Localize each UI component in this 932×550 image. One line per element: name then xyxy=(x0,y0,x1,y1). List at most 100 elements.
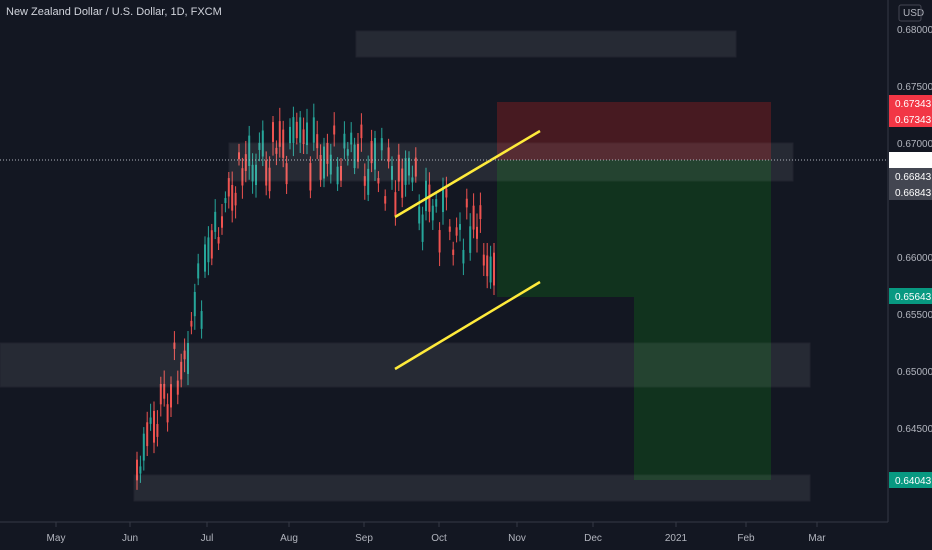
candle-body xyxy=(289,126,291,144)
candle-body xyxy=(486,255,489,277)
currency-box xyxy=(898,4,922,22)
resistance-box-top xyxy=(355,30,737,58)
candle-body xyxy=(312,117,315,143)
candle-body xyxy=(493,252,495,286)
candle-body xyxy=(374,138,376,170)
candle-body xyxy=(197,263,200,279)
y-tick-label: 0.65000 xyxy=(897,367,932,378)
price-badge-label: 0.65643 xyxy=(895,292,932,303)
candle-body xyxy=(183,350,186,360)
candle-body xyxy=(187,343,189,374)
price-badge-label: 0.67343 xyxy=(895,115,932,126)
candle-body xyxy=(438,230,441,253)
candle-body xyxy=(210,230,213,259)
stop-loss-zone xyxy=(497,102,771,160)
candle-body xyxy=(217,237,220,244)
candle-body xyxy=(428,184,431,212)
candle-body xyxy=(139,466,142,474)
candle-body xyxy=(431,205,434,221)
y-tick-label: 0.67500 xyxy=(897,82,932,93)
y-tick-label: 0.66000 xyxy=(897,253,932,264)
candle-body xyxy=(272,122,274,142)
y-tick-label: 0.64500 xyxy=(897,424,932,435)
candle-body xyxy=(469,226,472,253)
candle-body xyxy=(476,226,478,239)
candle-body xyxy=(180,361,183,380)
candle-body xyxy=(163,383,166,399)
candle-body xyxy=(465,198,468,208)
candle-body xyxy=(340,165,342,181)
candle-body xyxy=(319,155,322,180)
candle-body xyxy=(391,166,393,180)
candle-body xyxy=(166,404,169,423)
candle-body xyxy=(231,184,234,211)
candle-body xyxy=(214,211,217,232)
target-zone-upper xyxy=(497,160,771,297)
candle-body xyxy=(316,134,319,149)
candle-body xyxy=(173,342,176,349)
candle-body xyxy=(149,417,152,424)
support-box xyxy=(0,342,811,388)
candle-body xyxy=(248,135,251,166)
candle-body xyxy=(370,140,373,164)
candle-body xyxy=(455,227,458,236)
candle-body xyxy=(336,166,339,185)
candle-body xyxy=(448,226,451,232)
candle-body xyxy=(244,154,247,171)
x-tick-label: Oct xyxy=(431,533,447,544)
candle-body xyxy=(411,177,414,183)
candle-body xyxy=(435,199,438,207)
candle-body xyxy=(323,146,325,179)
candle-body xyxy=(414,157,417,177)
candle-body xyxy=(292,117,295,143)
candle-body xyxy=(302,129,305,145)
candle-body xyxy=(401,168,404,198)
chart-title: New Zealand Dollar / U.S. Dollar, 1D, FX… xyxy=(6,6,222,18)
candle-body xyxy=(397,154,400,182)
upper-trendline xyxy=(394,129,541,219)
price-badge-label: 0.66843 xyxy=(895,188,932,199)
candle-body xyxy=(384,196,387,204)
candle-body xyxy=(367,168,370,195)
candle-body xyxy=(418,206,421,224)
candle-body xyxy=(380,138,383,151)
y-tick-label: 0.67000 xyxy=(897,139,932,150)
x-tick-label: May xyxy=(47,533,66,544)
candle-body xyxy=(472,205,475,230)
candle-body xyxy=(357,143,359,162)
candle-body xyxy=(278,121,281,147)
candle-body xyxy=(404,158,407,185)
candle-body xyxy=(326,142,329,164)
candle-body xyxy=(251,164,254,182)
price-badge-label: 0.64043 xyxy=(895,476,932,487)
price-badge-label: 0.67343 xyxy=(895,99,932,110)
candle-body xyxy=(445,188,448,198)
candle-body xyxy=(238,152,240,160)
candle-body xyxy=(482,254,485,266)
candle-body xyxy=(193,291,196,317)
candle-body xyxy=(221,216,223,228)
x-tick-label: Jun xyxy=(122,533,138,544)
candle-body xyxy=(200,311,203,329)
target-zone-lower xyxy=(634,297,771,480)
candle-body xyxy=(207,237,210,263)
candle-body xyxy=(353,144,356,169)
candle-body xyxy=(363,176,366,186)
x-tick-label: Nov xyxy=(508,533,526,544)
candle-body xyxy=(204,244,206,272)
y-tick-label: 0.65500 xyxy=(897,310,932,321)
candle-body xyxy=(408,157,410,176)
candle-body xyxy=(258,142,261,150)
candle-body xyxy=(346,149,349,156)
candle-body xyxy=(159,383,162,405)
candle-body xyxy=(170,384,172,408)
candle-body xyxy=(234,192,237,206)
candle-body xyxy=(136,459,138,481)
price-badge xyxy=(889,95,932,111)
candle-body xyxy=(227,178,230,197)
candle-body xyxy=(329,154,332,175)
candle-body xyxy=(489,256,492,283)
candle-body xyxy=(153,410,155,443)
candle-body xyxy=(275,147,278,154)
